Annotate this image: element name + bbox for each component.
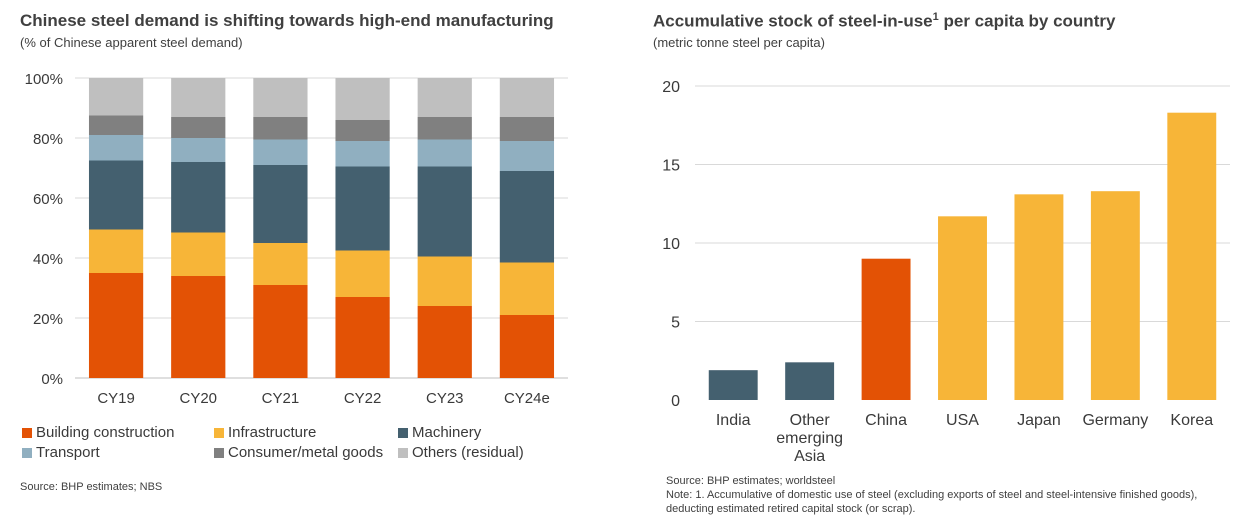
left-chart-source: Source: BHP estimates; NBS [20, 481, 163, 493]
legend-item-consumer-metal-goods: Consumer/metal goods [214, 444, 383, 461]
y-tick-label: 0% [41, 371, 63, 388]
bar [1090, 191, 1140, 400]
right-chart-source: Source: BHP estimates; worldsteel [666, 475, 836, 487]
bar-segment [171, 162, 226, 233]
x-tick-label: India [716, 412, 751, 429]
bar-segment [88, 160, 144, 230]
right-chart-title-rest: per capita by country [938, 11, 1116, 31]
bar-segment [417, 117, 472, 140]
bar-segment [499, 78, 555, 117]
bar-segment [88, 78, 144, 116]
bar-segment [253, 165, 308, 243]
bar-segment [253, 78, 308, 117]
y-tick-label: 0 [671, 393, 680, 410]
y-tick-label: 20% [33, 311, 63, 328]
x-tick-label: USA [946, 412, 979, 429]
bar [1014, 194, 1064, 400]
bar-segment [171, 78, 226, 117]
x-tick-label: Asia [794, 448, 825, 465]
legend-label: Building construction [36, 424, 175, 441]
right-chart-title: Accumulative stock of steel-in-use1 per … [653, 11, 1115, 32]
bar-segment [499, 315, 555, 378]
bar-segment [335, 78, 390, 120]
y-tick-label: 40% [33, 251, 63, 268]
bar-segment [499, 262, 555, 315]
bar-segment [88, 135, 144, 161]
y-tick-label: 5 [671, 315, 680, 332]
bar-segment [171, 138, 226, 162]
legend-label: Others (residual) [412, 444, 524, 461]
legend-swatch [214, 427, 224, 438]
right-chart-subtitle: (metric tonne steel per capita) [653, 35, 825, 50]
bar-segment [335, 120, 390, 141]
bar-segment [499, 141, 555, 171]
bar-segment [171, 232, 226, 276]
x-tick-label: CY21 [262, 390, 300, 407]
bar-segment [417, 78, 472, 117]
y-tick-label: 20 [662, 79, 680, 96]
bar-segment [88, 229, 144, 273]
legend-swatch [398, 447, 408, 458]
bar-segment [335, 141, 390, 167]
left-chart-subtitle: (% of Chinese apparent steel demand) [20, 35, 243, 50]
x-tick-label: Other [790, 412, 831, 429]
bar-segment [171, 117, 226, 138]
right-chart-title-main: Accumulative stock of steel-in-use [653, 11, 933, 31]
bar-segment [171, 276, 226, 378]
bar-segment [499, 117, 555, 141]
legend-swatch [22, 427, 32, 438]
bar [861, 258, 911, 400]
bar-segment [88, 273, 144, 378]
legend-label: Infrastructure [228, 424, 317, 441]
x-tick-label: CY23 [426, 390, 464, 407]
x-tick-label: CY22 [344, 390, 382, 407]
y-tick-label: 15 [662, 158, 680, 175]
x-tick-label: CY24e [504, 390, 550, 407]
bar-segment [335, 250, 390, 297]
bar-segment [335, 166, 390, 251]
x-tick-label: emerging [776, 430, 843, 447]
legend-label: Consumer/metal goods [228, 444, 384, 461]
legend-item-transport: Transport [22, 444, 100, 461]
legend-item-infrastructure: Infrastructure [214, 424, 316, 441]
right-chart-title-footnote-mark: 1 [932, 11, 939, 23]
y-tick-label: 80% [33, 131, 63, 148]
bar-segment [253, 243, 308, 285]
bar-segment [417, 256, 472, 306]
bar-segment [499, 171, 555, 263]
y-tick-label: 100% [25, 71, 63, 88]
legend-item-others-residual: Others (residual) [398, 444, 524, 461]
legend-item-building-construction: Building construction [22, 424, 174, 441]
bar [785, 362, 835, 400]
x-tick-label: Korea [1170, 412, 1213, 429]
legend-label: Machinery [412, 424, 482, 441]
bar-segment [253, 139, 308, 165]
legend-swatch [398, 427, 408, 438]
legend-item-machinery: Machinery [398, 424, 481, 441]
bar-segment [417, 166, 472, 257]
x-tick-label: CY20 [179, 390, 217, 407]
left-chart-title: Chinese steel demand is shifting towards… [20, 11, 554, 30]
bar-segment [88, 115, 144, 135]
x-tick-label: CY19 [97, 390, 135, 407]
legend-swatch [22, 447, 32, 458]
bar [1167, 112, 1217, 400]
stacked-bar-chart: 0% 20% 40% 60% 80% 100% CY19 CY20 CY21 CY22 CY23 CY… [25, 71, 568, 407]
bar-segment [253, 285, 308, 378]
bar-segment [335, 297, 390, 378]
bar [708, 370, 758, 400]
y-tick-label: 10 [662, 236, 680, 253]
x-tick-label: Germany [1082, 412, 1148, 429]
bar-segment [417, 139, 472, 167]
legend-label: Transport [36, 444, 100, 461]
bar-segment [417, 306, 472, 378]
right-chart-note: Note: 1. Accumulative of domestic use of… [666, 489, 1198, 515]
bar-segment [253, 117, 308, 140]
bar [938, 216, 987, 400]
x-tick-label: Japan [1017, 412, 1061, 429]
x-tick-label: China [865, 412, 907, 429]
y-tick-label: 60% [33, 191, 63, 208]
legend-swatch [214, 447, 224, 458]
